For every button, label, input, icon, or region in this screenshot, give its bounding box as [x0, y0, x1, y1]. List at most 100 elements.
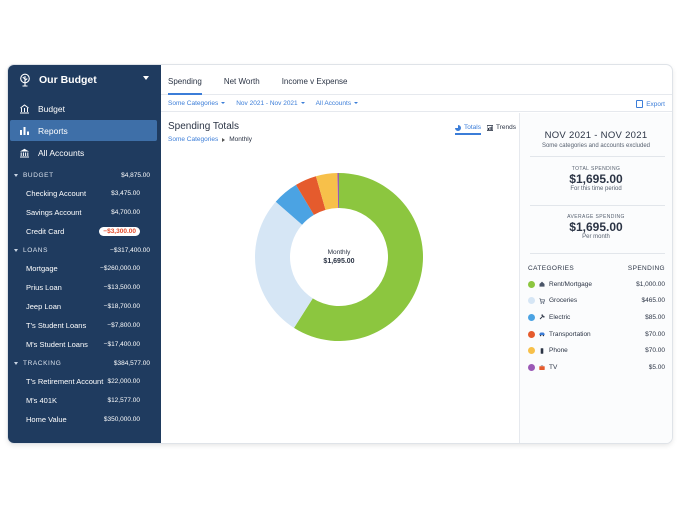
account-name: Checking Account: [26, 189, 87, 198]
account-row[interactable]: Savings Account $4,700.00: [8, 203, 161, 222]
account-row[interactable]: T's Retirement Account $22,000.00: [8, 372, 161, 391]
category-row[interactable]: Groceries $465.00: [528, 296, 665, 306]
category-name: Electric: [549, 313, 571, 321]
chevron-down-icon[interactable]: [143, 76, 149, 80]
category-table-header: CATEGORIES SPENDING: [528, 265, 665, 272]
account-row[interactable]: M's 401K $12,577.00: [8, 391, 161, 410]
donut-slice-electric[interactable]: [275, 184, 314, 225]
total-spending-sub: For this time period: [570, 186, 622, 192]
account-name: Home Value: [26, 415, 67, 424]
account-name: Mortgage: [26, 264, 58, 273]
account-name: M's Student Loans: [26, 340, 88, 349]
account-filter[interactable]: All Accounts: [315, 99, 359, 107]
donut-slice-transportation[interactable]: [295, 176, 326, 215]
donut-slice-tv[interactable]: [337, 173, 339, 209]
chevron-down-icon: [221, 102, 226, 104]
tab-income-v-expense[interactable]: Income v Expense: [281, 77, 348, 86]
summary-date-range: NOV 2021 - NOV 2021: [544, 130, 648, 141]
tab-spending[interactable]: Spending: [168, 77, 202, 95]
excluded-note: Some categories and accounts excluded: [541, 143, 651, 149]
budget-switcher[interactable]: Our Budget: [8, 65, 161, 95]
account-row[interactable]: M's Student Loans −$17,400.00: [8, 335, 161, 354]
donut-center-label: Monthly: [327, 249, 351, 256]
account-name: M's 401K: [26, 396, 58, 405]
bank-icon: [19, 148, 31, 158]
account-group-tracking[interactable]: TRACKING $384,577.00: [8, 355, 161, 372]
group-name: BUDGET: [23, 172, 54, 179]
category-row[interactable]: Phone $70.00: [528, 346, 665, 356]
collapse-triangle-icon: [14, 249, 18, 252]
account-filter-label: All Accounts: [315, 99, 352, 107]
account-row[interactable]: T's Student Loans −$7,800.00: [8, 316, 161, 335]
category-amount: $70.00: [645, 330, 665, 338]
account-group-budget[interactable]: BUDGET $4,875.00: [8, 167, 161, 184]
report-title: Spending Totals: [168, 121, 239, 132]
category-name: Phone: [549, 347, 568, 355]
toggle-trends[interactable]: Trends: [487, 124, 516, 131]
toggle-totals[interactable]: Totals: [455, 124, 481, 135]
category-amount: $5.00: [648, 364, 665, 371]
breadcrumb: Some Categories Monthly: [168, 136, 252, 143]
account-balance: $350,000.00: [103, 416, 140, 423]
report-tabs: Spending Net Worth Income v Expense: [161, 65, 672, 95]
tab-net-worth[interactable]: Net Worth: [223, 77, 260, 86]
toggle-trends-label: Trends: [496, 124, 516, 131]
category-color-dot: [528, 280, 535, 288]
account-row[interactable]: Credit Card −$3,300.00: [8, 222, 161, 241]
category-amount: $1,000.00: [636, 280, 665, 288]
account-row[interactable]: Prius Loan −$13,500.00: [8, 278, 161, 297]
category-name: TV: [549, 364, 558, 371]
spending-donut-chart: [254, 173, 423, 341]
chevron-down-icon: [300, 102, 305, 104]
report-content: Spending Totals Some Categories Monthly …: [161, 113, 519, 443]
budget-title: Our Budget: [39, 74, 97, 86]
sidebar-item-reports[interactable]: Reports: [10, 120, 157, 141]
collapse-triangle-icon: [14, 174, 18, 177]
chevron-down-icon: [354, 102, 359, 104]
sidebar-item-budget[interactable]: Budget: [8, 98, 161, 119]
category-row[interactable]: TV $5.00: [528, 363, 665, 373]
account-name: Jeep Loan: [26, 302, 62, 311]
average-spending-value: $1,695.00: [569, 220, 623, 234]
sidebar-item-label: Budget: [38, 103, 65, 114]
sidebar: Our Budget Budget Reports All Accounts: [8, 65, 161, 443]
group-total: −$317,400.00: [110, 247, 150, 254]
cart-icon: [539, 298, 545, 304]
account-row[interactable]: Checking Account $3,475.00: [8, 184, 161, 203]
breadcrumb-root[interactable]: Some Categories: [168, 136, 219, 143]
sidebar-item-all-accounts[interactable]: All Accounts: [8, 142, 161, 163]
tree-logo-icon: [18, 73, 32, 87]
toggle-totals-label: Totals: [464, 124, 481, 131]
donut-slice-phone[interactable]: [315, 173, 339, 210]
export-button[interactable]: Export: [636, 100, 665, 108]
category-row[interactable]: Transportation $70.00: [528, 329, 665, 339]
breadcrumb-current: Monthly: [229, 136, 252, 143]
sidebar-item-label: Reports: [38, 125, 68, 136]
account-group-loans[interactable]: LOANS −$317,400.00: [8, 242, 161, 259]
account-balance: −$17,400.00: [103, 341, 140, 348]
group-name: LOANS: [23, 247, 49, 254]
donut-slice-rent-mortgage[interactable]: [294, 173, 423, 341]
bar-chart-icon: [487, 124, 493, 131]
category-amount: $85.00: [645, 313, 665, 321]
category-color-dot: [528, 330, 535, 338]
phone-icon: [539, 347, 545, 354]
filter-bar: Some Categories Nov 2021 - Nov 2021 All …: [161, 95, 672, 112]
account-balance: $4,700.00: [111, 209, 140, 216]
negative-balance-badge: −$3,300.00: [99, 227, 140, 236]
category-color-dot: [528, 347, 535, 355]
categories-header: CATEGORIES: [528, 265, 575, 272]
category-row[interactable]: Rent/Mortgage $1,000.00: [528, 279, 665, 289]
spending-header: SPENDING: [627, 265, 665, 272]
account-row[interactable]: Jeep Loan −$18,700.00: [8, 297, 161, 316]
date-range-filter[interactable]: Nov 2021 - Nov 2021: [236, 100, 305, 107]
category-color-dot: [528, 297, 535, 305]
account-balance: −$13,500.00: [103, 284, 140, 291]
donut-slice-groceries[interactable]: [254, 201, 313, 328]
category-filter[interactable]: Some Categories: [168, 100, 226, 107]
account-row[interactable]: Home Value $350,000.00: [8, 410, 161, 429]
summary-panel: NOV 2021 - NOV 2021 Some categories and …: [519, 113, 672, 443]
account-balance: $3,475.00: [111, 190, 140, 197]
category-row[interactable]: Electric $85.00: [528, 312, 665, 322]
account-row[interactable]: Mortgage −$260,000.00: [8, 259, 161, 278]
